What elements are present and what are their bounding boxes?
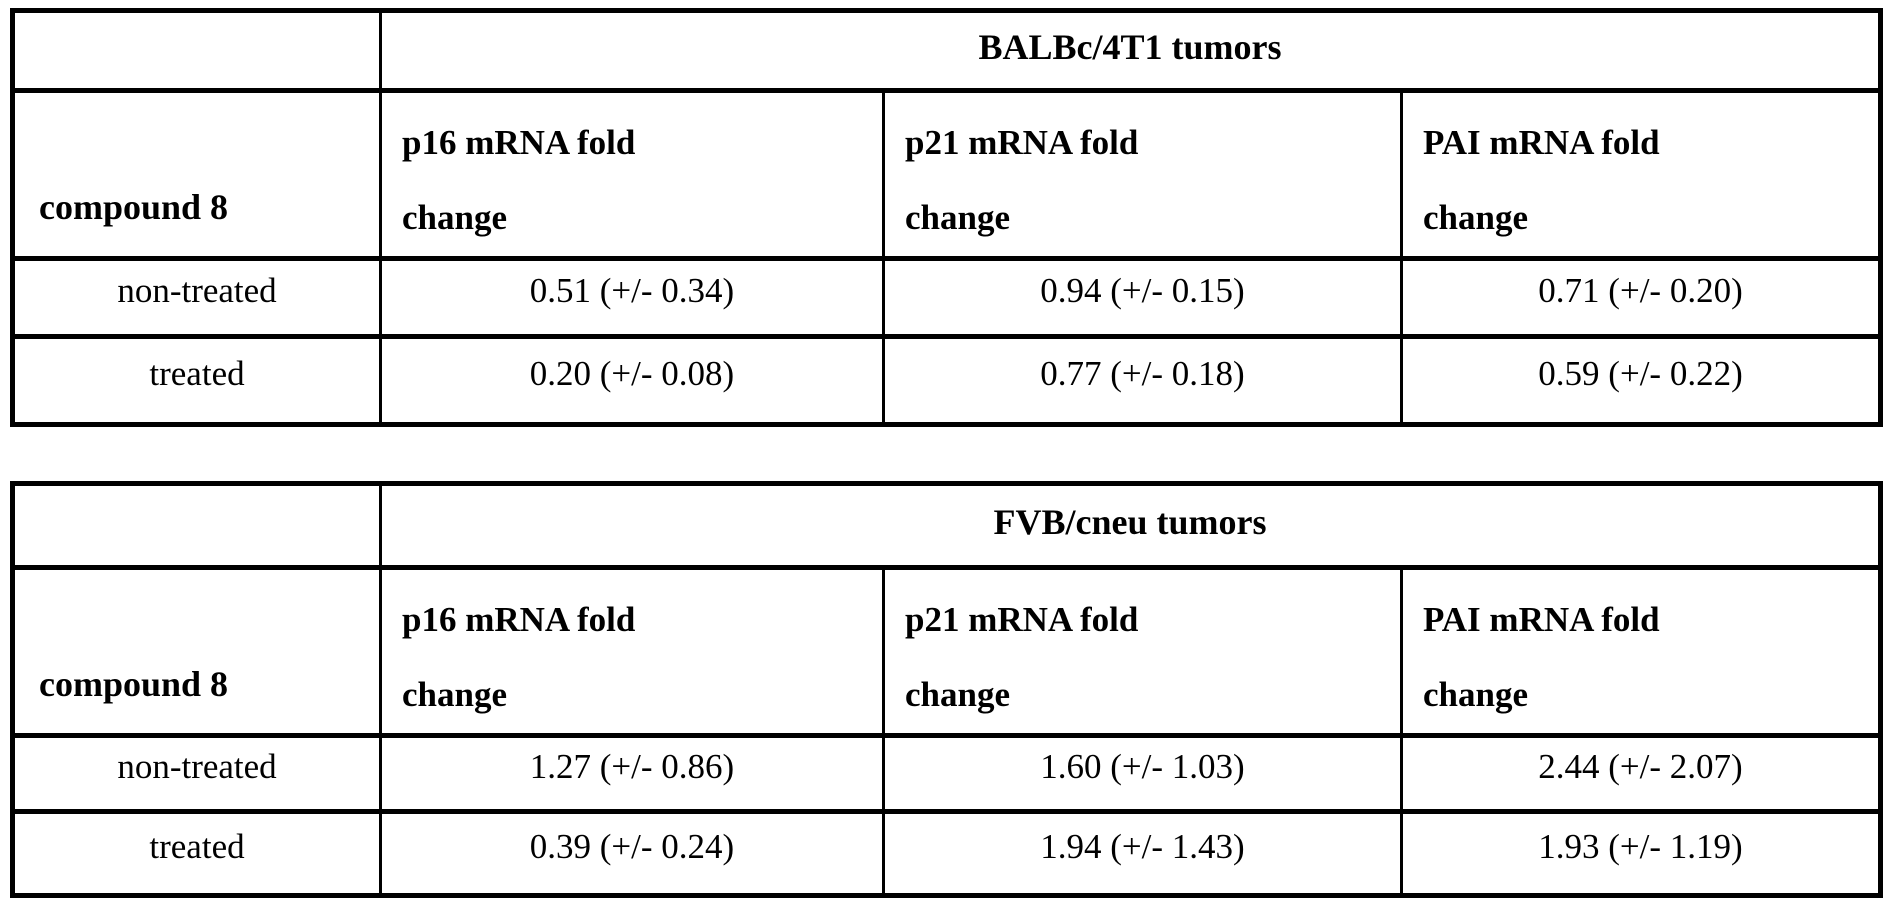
value-cell-p16-treated: 0.39 (+/- 0.24) [379, 809, 885, 897]
value-cell-p21-treated: 0.77 (+/- 0.18) [882, 334, 1403, 426]
column-header-pai: PAI mRNA fold change [1399, 89, 1883, 261]
balbc-4t1-table: BALBc/4T1 tumors compound 8 p16 mRNA fol… [10, 8, 1884, 427]
value-cell-p21-non-treated: 1.60 (+/- 1.03) [882, 733, 1403, 814]
row-label-header-compound-8: compound 8 [11, 89, 382, 261]
column-header-p21: p21 mRNA fold change [882, 566, 1403, 738]
table-row: FVB/cneu tumors [11, 482, 1883, 570]
value-cell-pai-treated: 0.59 (+/- 0.22) [1399, 334, 1883, 426]
group-header-fvb-cneu: FVB/cneu tumors [378, 482, 1883, 570]
column-header-p16: p16 mRNA fold change [379, 566, 885, 738]
empty-corner-cell [11, 482, 382, 570]
value-cell-p16-non-treated: 1.27 (+/- 0.86) [379, 733, 885, 814]
column-header-p21: p21 mRNA fold change [882, 89, 1403, 261]
value-cell-p21-non-treated: 0.94 (+/- 0.15) [882, 256, 1403, 339]
value-cell-p16-treated: 0.20 (+/- 0.08) [379, 334, 885, 426]
table-row: non-treated 1.27 (+/- 0.86) 1.60 (+/- 1.… [11, 733, 1883, 814]
table-row: treated 0.39 (+/- 0.24) 1.94 (+/- 1.43) … [11, 809, 1883, 897]
value-cell-pai-treated: 1.93 (+/- 1.19) [1399, 809, 1883, 897]
table-row: compound 8 p16 mRNA fold change p21 mRNA… [11, 89, 1883, 261]
row-label-non-treated: non-treated [11, 256, 382, 339]
empty-corner-cell [11, 9, 382, 93]
column-header-p16: p16 mRNA fold change [379, 89, 885, 261]
table-row: treated 0.20 (+/- 0.08) 0.77 (+/- 0.18) … [11, 334, 1883, 426]
fvb-cneu-table: FVB/cneu tumors compound 8 p16 mRNA fold… [10, 481, 1884, 898]
value-cell-pai-non-treated: 2.44 (+/- 2.07) [1399, 733, 1883, 814]
table-row: BALBc/4T1 tumors [11, 9, 1883, 93]
row-label-header-compound-8: compound 8 [11, 566, 382, 738]
table-row: non-treated 0.51 (+/- 0.34) 0.94 (+/- 0.… [11, 256, 1883, 339]
value-cell-p16-non-treated: 0.51 (+/- 0.34) [379, 256, 885, 339]
value-cell-pai-non-treated: 0.71 (+/- 0.20) [1399, 256, 1883, 339]
column-header-pai: PAI mRNA fold change [1399, 566, 1883, 738]
group-header-balbc-4t1: BALBc/4T1 tumors [378, 9, 1883, 93]
row-label-non-treated: non-treated [11, 733, 382, 814]
row-label-treated: treated [11, 809, 382, 897]
row-label-treated: treated [11, 334, 382, 426]
value-cell-p21-treated: 1.94 (+/- 1.43) [882, 809, 1403, 897]
table-row: compound 8 p16 mRNA fold change p21 mRNA… [11, 566, 1883, 738]
